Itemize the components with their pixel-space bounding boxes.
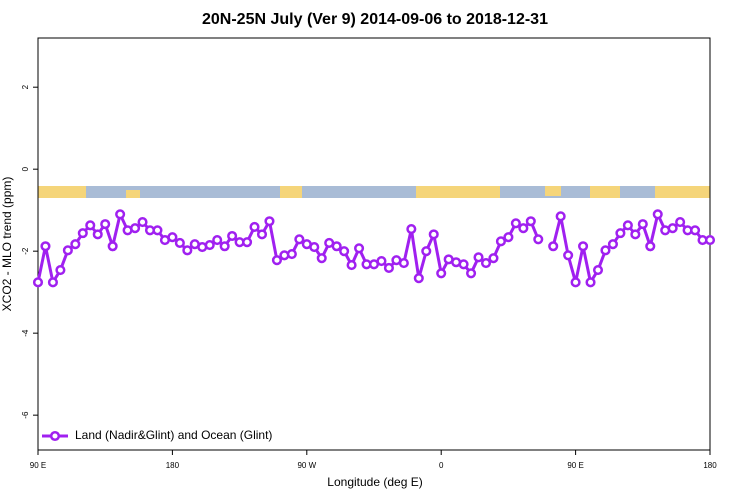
data-point <box>704 235 716 246</box>
data-point <box>227 230 238 242</box>
data-point <box>219 241 230 252</box>
x-tick-label: 90 E <box>567 461 583 470</box>
data-point <box>137 217 148 228</box>
x-tick-label: 0 <box>439 461 444 470</box>
data-point <box>652 209 663 220</box>
data-point <box>675 217 686 228</box>
map-strip <box>38 186 710 198</box>
data-point <box>204 239 215 251</box>
data-point <box>436 268 447 279</box>
data-point <box>398 258 409 269</box>
data-point <box>503 232 514 243</box>
y-tick-label: -4 <box>21 329 30 337</box>
data-point <box>212 235 223 246</box>
land <box>590 186 620 198</box>
data-point <box>339 246 350 257</box>
data-point <box>458 259 469 270</box>
data-point <box>630 229 641 240</box>
data-point <box>286 248 297 260</box>
land <box>416 186 500 198</box>
data-point <box>316 253 327 264</box>
data-point <box>406 223 417 235</box>
data-point <box>413 273 424 284</box>
land <box>126 190 140 198</box>
x-axis-label: Longitude (deg E) <box>327 475 422 489</box>
data-point <box>548 241 559 252</box>
y-tick-label: 2 <box>21 84 30 89</box>
x-tick-label: 90 W <box>297 461 316 470</box>
legend-marker <box>49 430 61 442</box>
data-point <box>62 245 73 256</box>
data-point <box>55 264 66 276</box>
data-point <box>77 228 88 239</box>
x-tick-label: 180 <box>166 461 180 470</box>
data-point <box>622 220 633 231</box>
data-point <box>309 242 320 253</box>
data-point <box>182 245 193 256</box>
data-point <box>466 268 477 279</box>
data-point <box>331 241 342 252</box>
data-point <box>174 237 185 249</box>
data-point <box>256 229 268 240</box>
data-point <box>578 241 589 252</box>
data-point <box>615 228 626 239</box>
data-point <box>637 219 648 230</box>
data-point <box>32 277 44 288</box>
data-point <box>264 216 275 227</box>
data-point <box>115 209 126 220</box>
data-point <box>70 239 81 250</box>
legend-label: Land (Nadir&Glint) and Ocean (Glint) <box>75 428 272 442</box>
data-point <box>152 225 163 236</box>
chart-title: 20N-25N July (Ver 9) 2014-09-06 to 2018-… <box>202 11 548 28</box>
data-point <box>585 277 596 288</box>
data-point <box>242 237 253 248</box>
data-point <box>592 264 604 276</box>
data-point <box>600 245 611 256</box>
data-point <box>167 232 178 243</box>
data-point <box>495 236 506 247</box>
data-point <box>294 234 305 245</box>
data-point <box>428 229 439 240</box>
data-point <box>473 252 484 263</box>
data-point <box>510 218 521 229</box>
data-point <box>92 229 103 240</box>
data-point <box>667 223 678 234</box>
data-point <box>130 223 141 234</box>
data-point <box>346 260 357 271</box>
data-point <box>570 277 581 288</box>
data-point <box>480 258 492 269</box>
y-tick-label: -2 <box>21 247 30 255</box>
x-tick-label: 90 E <box>30 461 46 470</box>
data-point <box>518 223 529 234</box>
data-point <box>376 255 387 267</box>
data-point <box>107 241 118 252</box>
data-point <box>421 246 432 257</box>
ocean-band <box>38 186 710 198</box>
data-point <box>645 241 656 252</box>
data-point <box>271 255 282 266</box>
data-point <box>354 243 365 254</box>
y-axis-label: XCO2 - MLO trend (ppm) <box>0 177 14 312</box>
data-point <box>100 219 111 230</box>
x-tick-label: 180 <box>703 461 717 470</box>
y-tick-label: -6 <box>21 411 30 419</box>
y-tick-label: 0 <box>21 166 30 171</box>
data-point <box>40 241 51 252</box>
data-point <box>85 220 96 231</box>
data-point <box>690 225 701 236</box>
data-point <box>383 262 394 274</box>
land <box>655 186 710 198</box>
data-point <box>555 211 566 222</box>
data-point <box>249 221 260 233</box>
data-point <box>525 216 536 227</box>
data-point <box>533 234 544 245</box>
data-point <box>607 239 618 250</box>
data-point <box>563 250 574 261</box>
land <box>280 186 302 198</box>
data-point <box>488 253 499 264</box>
land <box>545 186 561 196</box>
land <box>38 186 86 198</box>
data-point <box>47 277 58 288</box>
